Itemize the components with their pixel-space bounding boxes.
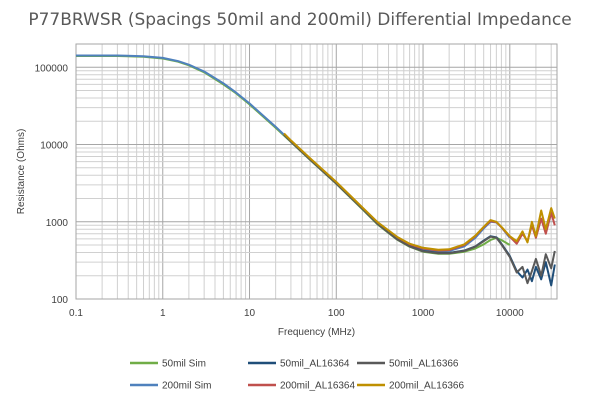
x-tick-label: 10	[244, 308, 256, 319]
y-tick-label: 1000	[46, 218, 69, 229]
x-tick-label: 0.1	[69, 308, 83, 319]
y-tick-label: 100	[51, 295, 68, 306]
axis-layer: 0.1 1 10 100 1000 10000 100 1000 10000 100000	[35, 63, 525, 319]
y-axis-title: Resistance (Ohms)	[16, 129, 27, 215]
legend-label: 200mil Sim	[162, 381, 211, 392]
series-line-5	[283, 132, 556, 251]
legend-label: 50mil Sim	[162, 359, 206, 370]
x-tick-label: 1000	[412, 308, 435, 319]
x-tick-label: 1	[160, 308, 166, 319]
legend-label: 50mil_AL16364	[280, 359, 350, 370]
legend-label: 50mil_AL16366	[389, 359, 459, 370]
y-tick-label: 100000	[35, 63, 69, 74]
series-line-0	[76, 55, 511, 255]
y-tick-label: 10000	[40, 141, 68, 152]
x-tick-label: 10000	[496, 308, 524, 319]
series-line-4	[283, 133, 556, 285]
plot-area-border	[75, 43, 558, 300]
chart-title: P77BRWSR (Spacings 50mil and 200mil) Dif…	[28, 10, 572, 30]
grid-layer	[75, 43, 558, 300]
legend-label: 200mil_AL16364	[280, 381, 355, 392]
x-axis-title: Frequency (MHz)	[278, 327, 355, 338]
series-layer	[76, 54, 556, 287]
legend: 50mil Sim 50mil_AL16364 50mil_AL16366 200mi…	[130, 359, 464, 392]
x-tick-label: 100	[328, 308, 345, 319]
legend-label: 200mil_AL16366	[389, 381, 464, 392]
